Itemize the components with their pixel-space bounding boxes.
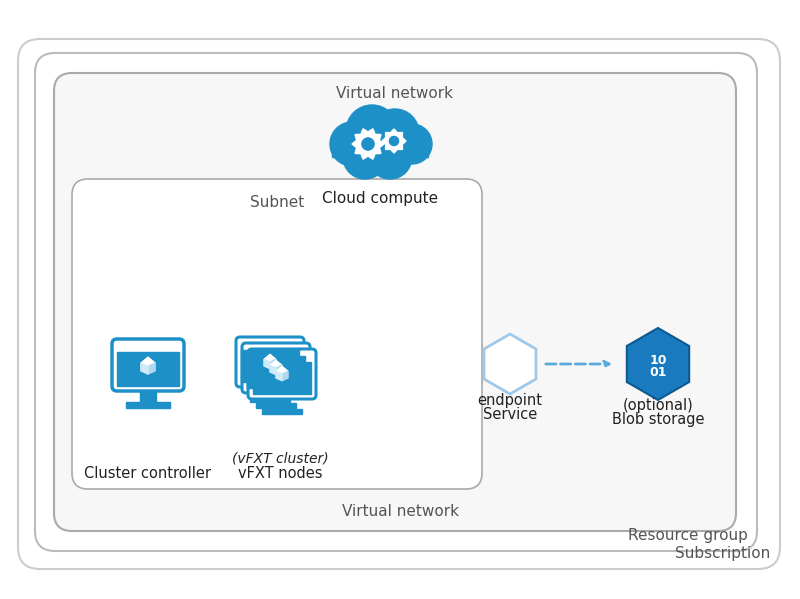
Circle shape <box>390 137 398 146</box>
Text: 01: 01 <box>650 367 666 380</box>
Text: Service: Service <box>483 407 537 422</box>
Circle shape <box>343 135 387 179</box>
FancyBboxPatch shape <box>54 73 736 531</box>
Text: Resource group: Resource group <box>628 528 748 543</box>
Polygon shape <box>141 363 148 374</box>
Bar <box>126 402 170 408</box>
Polygon shape <box>264 359 270 369</box>
Polygon shape <box>382 129 406 153</box>
Polygon shape <box>352 129 384 159</box>
Polygon shape <box>264 355 276 362</box>
Text: vFXT nodes: vFXT nodes <box>238 466 322 481</box>
Bar <box>117 352 179 386</box>
Polygon shape <box>276 367 288 374</box>
FancyBboxPatch shape <box>236 337 304 387</box>
Bar <box>140 391 156 403</box>
Bar <box>263 387 277 397</box>
Bar <box>253 362 311 394</box>
FancyBboxPatch shape <box>248 349 316 399</box>
FancyBboxPatch shape <box>112 339 184 391</box>
Bar <box>241 350 299 382</box>
Circle shape <box>330 122 374 166</box>
Text: Subnet: Subnet <box>250 195 304 210</box>
Circle shape <box>346 105 398 157</box>
Text: (vFXT cluster): (vFXT cluster) <box>232 451 328 465</box>
Text: (optional): (optional) <box>622 398 694 413</box>
Text: Virtual network: Virtual network <box>342 504 458 519</box>
Bar <box>262 409 302 414</box>
Polygon shape <box>276 365 282 375</box>
Bar <box>250 397 290 402</box>
Polygon shape <box>484 334 536 394</box>
Text: Virtual network: Virtual network <box>337 86 454 101</box>
Circle shape <box>362 138 374 150</box>
Text: 10: 10 <box>650 353 666 367</box>
FancyBboxPatch shape <box>242 343 310 393</box>
Text: Blob storage: Blob storage <box>612 412 704 427</box>
Circle shape <box>371 109 419 157</box>
Text: endpoint: endpoint <box>478 393 542 408</box>
Circle shape <box>392 124 432 164</box>
Polygon shape <box>270 361 282 368</box>
FancyBboxPatch shape <box>18 39 780 569</box>
Polygon shape <box>282 371 288 381</box>
Polygon shape <box>627 328 689 400</box>
Bar <box>247 356 305 388</box>
FancyBboxPatch shape <box>35 53 757 551</box>
Polygon shape <box>276 371 282 381</box>
Polygon shape <box>148 363 155 374</box>
Polygon shape <box>270 359 276 369</box>
Circle shape <box>368 135 412 179</box>
Polygon shape <box>270 365 276 375</box>
Bar <box>332 137 428 157</box>
Text: Cluster controller: Cluster controller <box>85 466 211 481</box>
Bar <box>256 403 296 408</box>
Text: Subscription: Subscription <box>674 546 770 561</box>
FancyBboxPatch shape <box>72 179 482 489</box>
Polygon shape <box>141 357 155 367</box>
Bar <box>275 399 289 409</box>
Bar <box>269 393 283 403</box>
Text: Cloud compute: Cloud compute <box>322 191 438 206</box>
